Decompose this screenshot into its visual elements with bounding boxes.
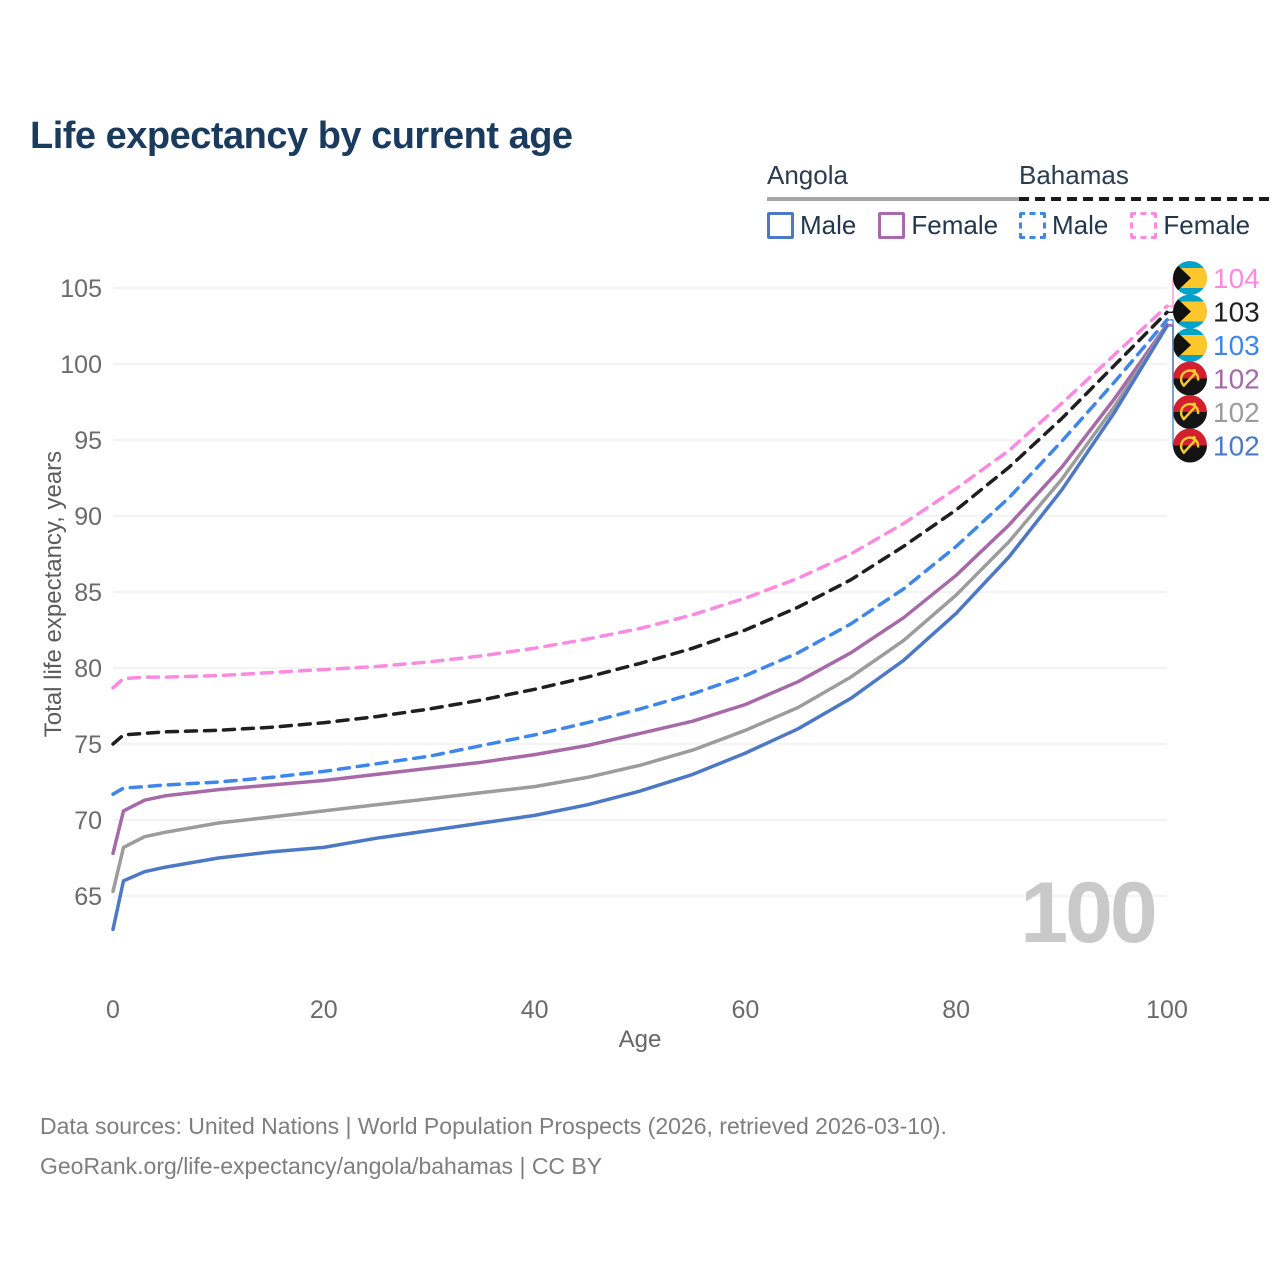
bahamas-female-swatch [1130, 212, 1158, 239]
angola-female-swatch [878, 212, 906, 239]
x-tick-label-20: 20 [310, 996, 338, 1024]
end-value-label-bahamas-male: 103 [1213, 330, 1260, 361]
end-value-label-angola-male: 102 [1213, 431, 1260, 462]
y-axis-title: Total life expectancy, years [40, 450, 67, 738]
footer-attribution-link: GeoRank.org/life-expectancy/angola/baham… [40, 1153, 603, 1179]
legend-country-angola[interactable]: Angola [767, 160, 848, 190]
legend-item-label: Female [1163, 210, 1251, 240]
legend-item-label: Male [800, 210, 857, 240]
y-tick-label-95: 95 [74, 427, 102, 455]
y-tick-label-100: 100 [60, 351, 102, 379]
y-tick-label-90: 90 [74, 503, 102, 531]
age-counter-watermark: 100 [1020, 865, 1158, 961]
x-tick-label-80: 80 [942, 996, 970, 1024]
end-value-label-bahamas: 103 [1213, 297, 1260, 328]
bahamas-flag-icon [1173, 294, 1207, 329]
legend-item-label: Male [1052, 210, 1109, 240]
angola-male-swatch [767, 212, 794, 239]
legend-item-bahamas-male[interactable]: Male [1019, 210, 1108, 241]
series-line-angola-male[interactable] [111, 324, 1169, 932]
legend-group-bahamas: Bahamas Male Female [1019, 160, 1273, 241]
x-tick-label-60: 60 [731, 996, 759, 1024]
end-value-label-angola: 102 [1213, 397, 1260, 428]
bahamas-male-swatch [1019, 212, 1046, 239]
y-tick-label-65: 65 [74, 883, 102, 911]
x-axis-title: Age [618, 1026, 662, 1053]
bahamas-flag-icon [1173, 261, 1207, 295]
footer-data-sources: Data sources: United Nations | World Pop… [40, 1113, 947, 1139]
y-tick-label-75: 75 [74, 731, 102, 759]
legend-item-bahamas-female[interactable]: Female [1130, 210, 1250, 241]
legend-item-angola-male[interactable]: Male [767, 210, 856, 241]
legend-item-angola-female[interactable]: Female [878, 210, 998, 241]
legend-item-label: Female [911, 210, 999, 240]
legend-underline-bahamas-dashed [1019, 197, 1273, 201]
bahamas-flag-icon [1173, 328, 1207, 362]
x-tick-label-40: 40 [521, 996, 549, 1024]
series-line-angola[interactable] [111, 324, 1169, 894]
angola-flag-icon [1173, 395, 1207, 429]
series-line-angola-female[interactable] [111, 322, 1169, 856]
y-tick-label-70: 70 [74, 807, 102, 835]
x-tick-label-100: 100 [1146, 996, 1188, 1024]
y-tick-label-105: 105 [60, 275, 102, 303]
y-tick-label-85: 85 [74, 579, 102, 607]
page-title: Life expectancy by current age [30, 115, 573, 158]
series-line-bahamas[interactable] [111, 310, 1169, 746]
legend-underline-angola-solid [767, 197, 1021, 201]
series-line-bahamas-female[interactable] [111, 304, 1169, 690]
footer: Data sources: United Nations | World Pop… [40, 1106, 947, 1186]
legend-group-angola: Angola Male Female [767, 160, 1021, 241]
x-tick-label-0: 0 [106, 996, 120, 1024]
angola-flag-icon [1173, 428, 1207, 463]
end-value-label-angola-female: 102 [1213, 364, 1260, 395]
end-value-label-bahamas-female: 104 [1213, 263, 1260, 294]
legend-country-bahamas[interactable]: Bahamas [1019, 160, 1129, 190]
y-tick-label-80: 80 [74, 655, 102, 683]
series-line-bahamas-male[interactable] [111, 318, 1169, 796]
angola-flag-icon [1173, 361, 1207, 396]
